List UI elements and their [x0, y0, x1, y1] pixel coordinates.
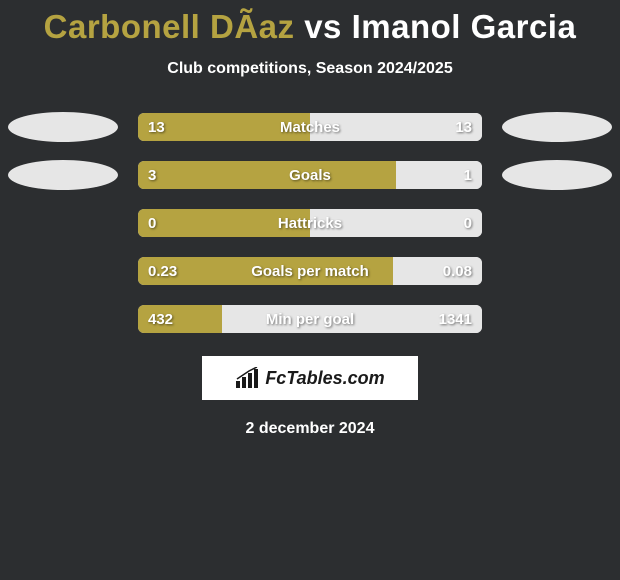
- chart-icon: [235, 367, 261, 389]
- comparison-row: 3Goals1: [0, 160, 620, 190]
- stat-value-right: 1341: [439, 305, 472, 333]
- stat-label: Hattricks: [138, 209, 482, 237]
- comparison-rows: 13Matches13 3Goals1 0Hattricks0 0.23Goals p…: [0, 112, 620, 334]
- player-right-name: Imanol Garcia: [352, 8, 577, 45]
- stat-value-right: 13: [455, 113, 472, 141]
- comparison-row: 0Hattricks0: [0, 208, 620, 238]
- comparison-row: 13Matches13: [0, 112, 620, 142]
- stat-bar: 432Min per goal1341: [138, 305, 482, 333]
- player-left-badge: [8, 112, 118, 142]
- player-right-badge: [502, 112, 612, 142]
- logo-text: FcTables.com: [265, 368, 384, 389]
- player-left-badge: [8, 160, 118, 190]
- stat-label: Matches: [138, 113, 482, 141]
- stat-value-right: 1: [464, 161, 472, 189]
- subtitle: Club competitions, Season 2024/2025: [0, 60, 620, 78]
- stat-bar: 13Matches13: [138, 113, 482, 141]
- date-label: 2 december 2024: [0, 420, 620, 438]
- vs-separator: vs: [304, 8, 342, 45]
- stat-value-right: 0: [464, 209, 472, 237]
- player-left-name: Carbonell DÃ­az: [44, 8, 295, 45]
- player-right-badge: [502, 160, 612, 190]
- page-title: Carbonell DÃ­az vs Imanol Garcia: [0, 8, 620, 46]
- stat-value-right: 0.08: [443, 257, 472, 285]
- logo-box[interactable]: FcTables.com: [202, 356, 418, 400]
- stat-label: Goals: [138, 161, 482, 189]
- stat-label: Min per goal: [138, 305, 482, 333]
- stat-bar: 0Hattricks0: [138, 209, 482, 237]
- stat-label: Goals per match: [138, 257, 482, 285]
- comparison-row: 432Min per goal1341: [0, 304, 620, 334]
- stat-bar: 0.23Goals per match0.08: [138, 257, 482, 285]
- comparison-row: 0.23Goals per match0.08: [0, 256, 620, 286]
- stat-bar: 3Goals1: [138, 161, 482, 189]
